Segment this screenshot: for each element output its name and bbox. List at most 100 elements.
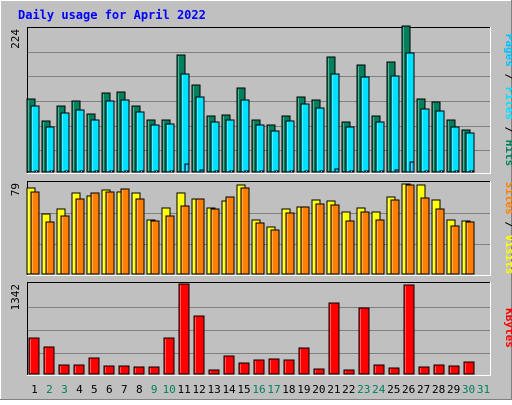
x-axis-day-labels: 1 2 3 4 5 6 7 8 9 10 11 12 13 14 15 16 17 18 19 20 21 22 23 24 2…	[31, 383, 490, 396]
bar-kbytes-day-5	[88, 357, 100, 375]
x-tick-label: 26	[402, 383, 415, 396]
bar-kbytes-day-25	[388, 367, 400, 375]
chart-panel-2: 79 Sites / Visits	[9, 181, 512, 276]
bar-sites-day-4	[75, 198, 85, 275]
bar-sites-day-10	[165, 215, 175, 275]
x-tick-label: 30	[462, 383, 475, 396]
x-tick-label: 13	[207, 383, 220, 396]
bar-kbytes-day-1	[28, 337, 40, 375]
bar-sites-day-3	[60, 215, 70, 275]
chart-panel-3: 1342 KBytes	[9, 282, 512, 376]
bar-kbytes-day-19	[298, 347, 310, 375]
bar-sites-day-8	[135, 198, 145, 275]
bar-sites-day-24	[375, 219, 385, 275]
chart-title: Daily usage for April 2022	[18, 8, 206, 22]
x-tick-label: 6	[106, 383, 113, 396]
bar-sites-day-15	[240, 187, 250, 275]
bar-kbytes-day-3	[58, 364, 70, 375]
series-legend-label: KBytes	[503, 308, 512, 348]
x-tick-label: 17	[267, 383, 280, 396]
bar-kbytes-day-8	[133, 366, 145, 375]
bar-kbytes-day-10	[163, 337, 175, 375]
bar-kbytes-day-30	[463, 361, 475, 375]
x-tick-label: 23	[357, 383, 370, 396]
bar-kbytes-day-4	[73, 364, 85, 375]
bar-sites-day-1	[30, 191, 40, 275]
bar-sites-day-29	[450, 225, 460, 275]
bar-sites-day-28	[435, 208, 445, 275]
bar-sites-day-26	[405, 184, 415, 275]
x-tick-label: 25	[387, 383, 400, 396]
x-tick-label: 1	[31, 383, 38, 396]
x-tick-label: 24	[372, 383, 386, 396]
legend-separator: /	[503, 67, 512, 87]
bar-kbytes-day-16	[253, 359, 265, 375]
bar-sites-day-20	[315, 203, 325, 275]
x-tick-label: 31	[477, 383, 490, 396]
bar-pages-day-12	[199, 169, 205, 173]
bar-kbytes-day-23	[358, 307, 370, 375]
x-tick-label: 28	[432, 383, 445, 396]
legend-sites: Sites	[503, 182, 512, 215]
x-tick-label: 20	[312, 383, 325, 396]
bar-kbytes-day-14	[223, 355, 235, 375]
bar-kbytes-day-29	[448, 365, 460, 375]
bar-sites-day-9	[150, 220, 160, 275]
bar-sites-day-6	[105, 191, 115, 275]
x-tick-label: 29	[447, 383, 460, 396]
x-tick-label: 7	[121, 383, 128, 396]
bar-kbytes-day-21	[328, 302, 340, 375]
x-tick-label: 3	[61, 383, 68, 396]
bar-sites-day-5	[90, 192, 100, 275]
x-tick-label: 18	[282, 383, 295, 396]
bar-kbytes-day-22	[343, 369, 355, 375]
bar-kbytes-day-17	[268, 358, 280, 375]
x-tick-label: 15	[237, 383, 250, 396]
bar-sites-day-12	[195, 198, 205, 275]
bar-kbytes-day-13	[208, 369, 220, 375]
bar-sites-day-2	[45, 221, 55, 275]
bar-sites-day-14	[225, 196, 235, 275]
x-tick-label: 11	[178, 383, 191, 396]
bar-kbytes-day-20	[313, 368, 325, 375]
bar-kbytes-day-15	[238, 362, 250, 375]
x-tick-label: 9	[151, 383, 158, 396]
bar-sites-day-13	[210, 208, 220, 275]
bar-sites-day-22	[345, 220, 355, 275]
bar-sites-day-25	[390, 199, 400, 275]
x-tick-label: 10	[163, 383, 176, 396]
bar-sites-day-18	[285, 212, 295, 275]
x-tick-label: 4	[76, 383, 83, 396]
bar-kbytes-day-27	[418, 366, 430, 375]
legend-visits: Visits	[503, 235, 512, 275]
legend-hits: Hits	[503, 140, 512, 167]
bar-sites-day-30	[465, 221, 475, 275]
x-tick-label: 2	[46, 383, 53, 396]
x-tick-label: 19	[297, 383, 310, 396]
bar-kbytes-day-12	[193, 315, 205, 375]
bar-sites-day-21	[330, 204, 340, 275]
bar-sites-day-23	[360, 211, 370, 275]
legend-separator: /	[503, 215, 512, 235]
chart-panel-1: 224 Pages / Files / Hits	[9, 25, 512, 174]
legend-files: Files	[503, 87, 512, 120]
x-tick-label: 27	[417, 383, 430, 396]
bar-sites-day-7	[120, 188, 130, 275]
bar-kbytes-day-28	[433, 364, 445, 375]
bar-kbytes-day-18	[283, 359, 295, 375]
bar-sites-day-27	[420, 197, 430, 275]
x-tick-label: 8	[136, 383, 143, 396]
bar-sites-day-16	[255, 222, 265, 275]
bar-kbytes-day-6	[103, 365, 115, 375]
y-max-label: 79	[9, 183, 22, 196]
x-tick-label: 16	[252, 383, 265, 396]
bar-sites-day-11	[180, 205, 190, 275]
series-legend-label: Sites / Visits	[503, 182, 512, 275]
x-tick-label: 12	[193, 383, 206, 396]
bar-kbytes-day-7	[118, 365, 130, 375]
bar-sites-day-17	[270, 229, 280, 275]
series-legend-label: Pages / Files / Hits	[503, 34, 512, 167]
bar-kbytes-day-24	[373, 364, 385, 375]
